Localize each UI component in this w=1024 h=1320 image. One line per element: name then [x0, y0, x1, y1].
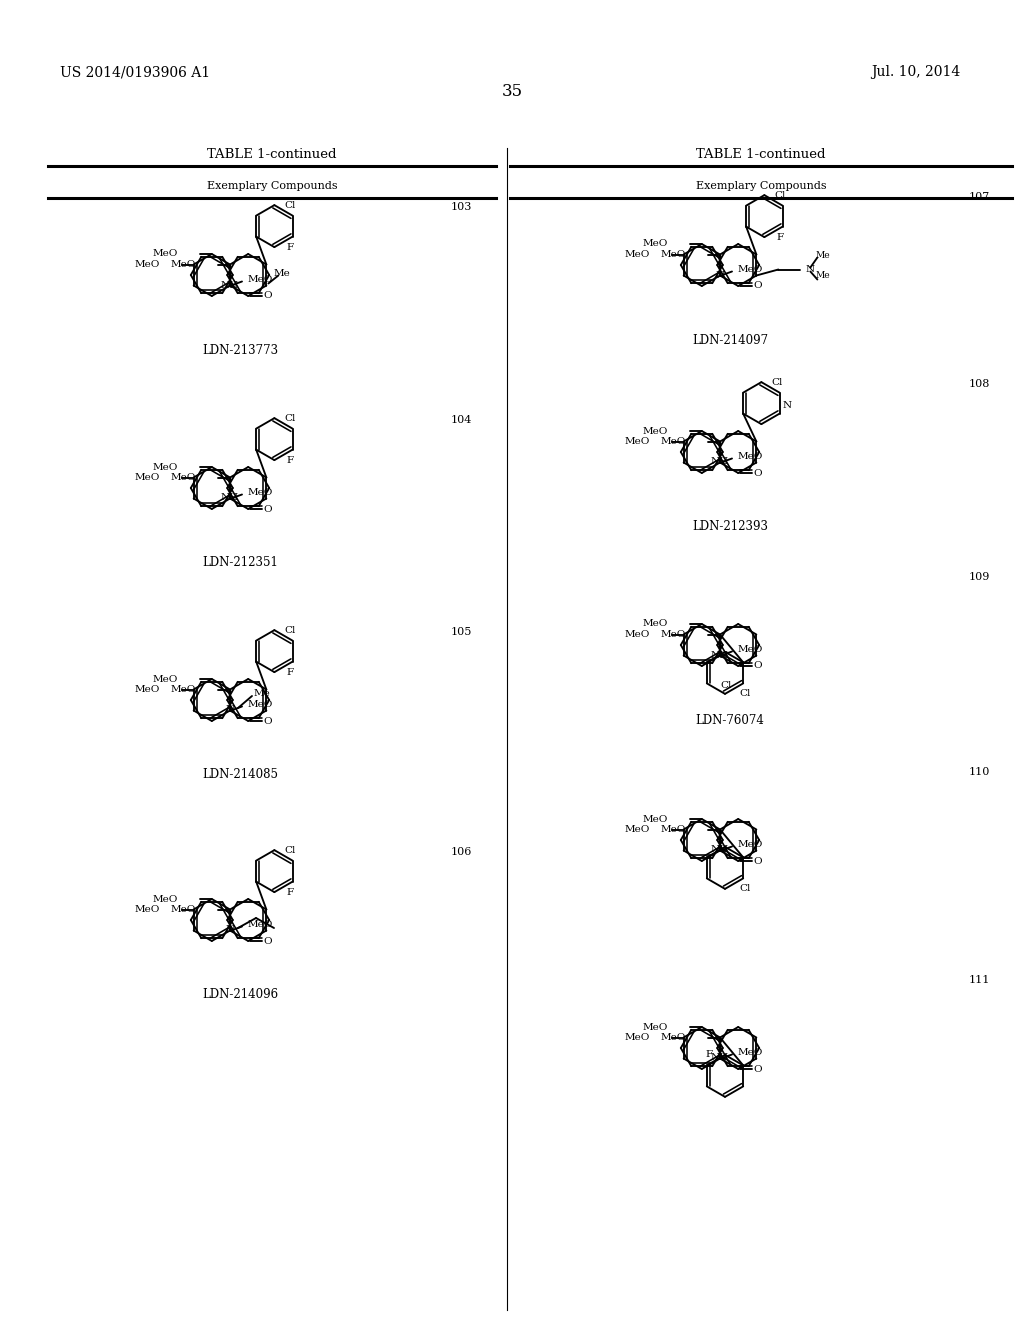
Text: NH: NH [711, 458, 729, 466]
Text: Cl: Cl [721, 681, 732, 690]
Text: O: O [754, 857, 763, 866]
Text: MeO: MeO [171, 685, 196, 694]
Text: LDN-213773: LDN-213773 [202, 343, 279, 356]
Text: MeO: MeO [171, 906, 196, 913]
Text: NH: NH [221, 494, 239, 503]
Text: O: O [754, 661, 763, 671]
Text: MeO: MeO [738, 451, 763, 461]
Text: O: O [754, 1064, 763, 1073]
Text: F: F [706, 1051, 713, 1060]
Text: 104: 104 [451, 414, 472, 425]
Text: O: O [264, 936, 272, 945]
Text: MeO: MeO [660, 437, 686, 446]
Text: NH: NH [711, 846, 729, 854]
Text: LDN-212393: LDN-212393 [692, 520, 768, 533]
Text: TABLE 1-continued: TABLE 1-continued [207, 149, 337, 161]
Text: MeO: MeO [153, 249, 178, 259]
Text: MeO: MeO [134, 685, 160, 694]
Text: MeO: MeO [248, 700, 273, 709]
Text: MeO: MeO [642, 814, 668, 824]
Text: MeO: MeO [625, 437, 649, 446]
Text: LDN-214096: LDN-214096 [202, 989, 279, 1002]
Text: Exemplary Compounds: Exemplary Compounds [207, 181, 337, 191]
Text: MeO: MeO [171, 260, 196, 269]
Text: Cl: Cl [285, 201, 296, 210]
Text: MeO: MeO [153, 462, 178, 471]
Text: Cl: Cl [285, 414, 296, 424]
Text: LDN-214085: LDN-214085 [202, 768, 278, 781]
Text: O: O [754, 469, 763, 478]
Text: Me: Me [815, 271, 829, 280]
Text: NH: NH [711, 1053, 729, 1063]
Text: MeO: MeO [134, 473, 160, 482]
Text: N: N [805, 265, 814, 275]
Text: MeO: MeO [134, 906, 160, 913]
Text: TABLE 1-continued: TABLE 1-continued [696, 149, 825, 161]
Text: Me: Me [815, 251, 829, 260]
Text: MeO: MeO [660, 249, 686, 259]
Text: F: F [287, 243, 294, 252]
Text: MeO: MeO [660, 825, 686, 834]
Text: Cl: Cl [285, 846, 296, 855]
Text: MeO: MeO [248, 920, 273, 929]
Text: F: F [776, 232, 783, 242]
Text: 106: 106 [451, 847, 472, 857]
Text: 103: 103 [451, 202, 472, 213]
Text: F: F [287, 455, 294, 465]
Text: N: N [783, 401, 793, 411]
Text: F: F [287, 887, 294, 896]
Text: MeO: MeO [738, 1048, 763, 1057]
Text: 35: 35 [502, 83, 522, 100]
Text: LDN-212351: LDN-212351 [202, 557, 278, 569]
Text: Cl: Cl [285, 626, 296, 635]
Text: Cl: Cl [772, 378, 783, 387]
Text: MeO: MeO [738, 645, 763, 653]
Text: MeO: MeO [660, 630, 686, 639]
Text: O: O [264, 292, 272, 301]
Text: MeO: MeO [642, 426, 668, 436]
Text: MeO: MeO [738, 840, 763, 849]
Text: MeO: MeO [248, 488, 273, 498]
Text: MeO: MeO [153, 895, 178, 903]
Text: Jul. 10, 2014: Jul. 10, 2014 [870, 65, 961, 79]
Text: US 2014/0193906 A1: US 2014/0193906 A1 [60, 65, 210, 79]
Text: O: O [264, 504, 272, 513]
Text: Exemplary Compounds: Exemplary Compounds [695, 181, 826, 191]
Text: MeO: MeO [738, 265, 763, 275]
Text: NH: NH [711, 651, 729, 660]
Text: N: N [225, 925, 234, 935]
Text: MeO: MeO [248, 275, 273, 284]
Text: MeO: MeO [642, 619, 668, 628]
Text: Cl: Cl [775, 191, 786, 201]
Text: N: N [225, 705, 234, 714]
Text: N: N [716, 271, 725, 280]
Text: LDN-76074: LDN-76074 [695, 714, 765, 726]
Text: O: O [264, 717, 272, 726]
Text: MeO: MeO [660, 1034, 686, 1041]
Text: MeO: MeO [134, 260, 160, 269]
Text: MeO: MeO [642, 1023, 668, 1031]
Text: LDN-214097: LDN-214097 [692, 334, 768, 346]
Text: 107: 107 [969, 191, 990, 202]
Text: MeO: MeO [625, 825, 649, 834]
Text: 109: 109 [969, 572, 990, 582]
Text: MeO: MeO [625, 1034, 649, 1041]
Text: MeO: MeO [153, 675, 178, 684]
Text: MeO: MeO [625, 249, 649, 259]
Text: F: F [287, 668, 294, 677]
Text: Cl: Cl [739, 689, 751, 698]
Text: Cl: Cl [739, 884, 751, 894]
Text: MeO: MeO [171, 473, 196, 482]
Text: Me: Me [274, 269, 291, 279]
Text: 105: 105 [451, 627, 472, 638]
Text: MeO: MeO [642, 239, 668, 248]
Text: NH: NH [221, 281, 239, 289]
Text: Me: Me [254, 689, 270, 698]
Text: O: O [754, 281, 763, 290]
Text: 110: 110 [969, 767, 990, 777]
Text: MeO: MeO [625, 630, 649, 639]
Text: 108: 108 [969, 379, 990, 389]
Text: 111: 111 [969, 975, 990, 985]
